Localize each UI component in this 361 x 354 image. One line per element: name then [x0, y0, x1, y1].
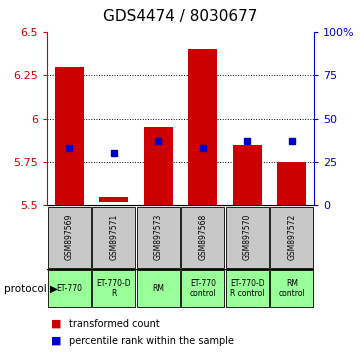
Bar: [144, 127, 173, 205]
Text: percentile rank within the sample: percentile rank within the sample: [69, 336, 234, 346]
Text: GSM897573: GSM897573: [154, 214, 163, 261]
Text: ET-770: ET-770: [56, 284, 82, 293]
Text: GDS4474 / 8030677: GDS4474 / 8030677: [103, 9, 258, 24]
Bar: [233, 145, 262, 205]
Text: ■: ■: [51, 336, 61, 346]
Text: protocol ▶: protocol ▶: [4, 284, 58, 293]
Bar: [270, 207, 313, 268]
Bar: [181, 207, 224, 268]
Text: GSM897572: GSM897572: [287, 214, 296, 260]
Text: ■: ■: [51, 319, 61, 329]
Bar: [55, 67, 84, 205]
Text: transformed count: transformed count: [69, 319, 159, 329]
Text: ET-770-D
R control: ET-770-D R control: [230, 279, 265, 298]
Bar: [270, 270, 313, 307]
Bar: [277, 162, 306, 205]
Bar: [99, 197, 128, 202]
Bar: [226, 270, 269, 307]
Text: RM
control: RM control: [278, 279, 305, 298]
Bar: [48, 207, 91, 268]
Text: GSM897571: GSM897571: [109, 214, 118, 260]
Bar: [92, 207, 135, 268]
Text: GSM897569: GSM897569: [65, 214, 74, 261]
Bar: [137, 270, 180, 307]
Text: GSM897568: GSM897568: [198, 214, 207, 260]
Bar: [181, 270, 224, 307]
Text: RM: RM: [152, 284, 164, 293]
Text: GSM897570: GSM897570: [243, 214, 252, 261]
Bar: [226, 207, 269, 268]
Text: ET-770-D
R: ET-770-D R: [96, 279, 131, 298]
Text: ET-770
control: ET-770 control: [190, 279, 216, 298]
Bar: [188, 49, 217, 205]
Bar: [92, 270, 135, 307]
Bar: [137, 207, 180, 268]
Bar: [48, 270, 91, 307]
